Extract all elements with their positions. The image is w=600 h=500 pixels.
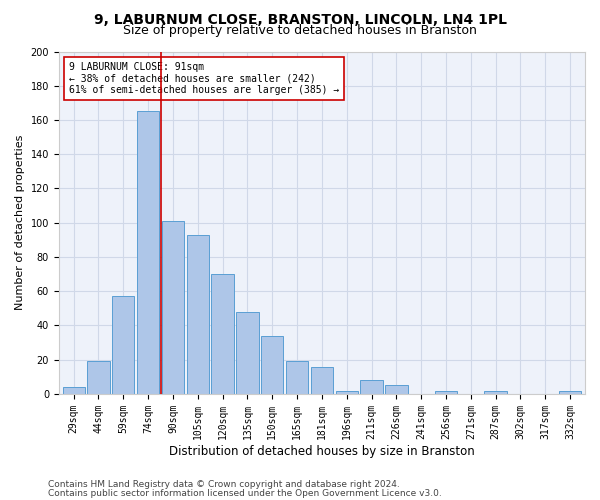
Bar (385, 386, 407, 394)
Bar (286, 362, 308, 394)
Bar (236, 312, 259, 394)
Bar (361, 380, 383, 394)
Bar (62, 387, 85, 394)
Bar (484, 390, 507, 394)
Bar (261, 336, 283, 394)
Text: 9, LABURNUM CLOSE, BRANSTON, LINCOLN, LN4 1PL: 9, LABURNUM CLOSE, BRANSTON, LINCOLN, LN… (94, 12, 506, 26)
Bar (335, 390, 358, 394)
Bar (112, 296, 134, 394)
X-axis label: Distribution of detached houses by size in Branston: Distribution of detached houses by size … (169, 444, 475, 458)
Y-axis label: Number of detached properties: Number of detached properties (15, 135, 25, 310)
Bar (88, 362, 110, 394)
Text: Size of property relative to detached houses in Branston: Size of property relative to detached ho… (123, 24, 477, 37)
Bar (559, 390, 581, 394)
Bar (435, 390, 457, 394)
Bar (162, 221, 184, 394)
Text: Contains public sector information licensed under the Open Government Licence v3: Contains public sector information licen… (48, 489, 442, 498)
Bar (187, 234, 209, 394)
Text: Contains HM Land Registry data © Crown copyright and database right 2024.: Contains HM Land Registry data © Crown c… (48, 480, 400, 489)
Bar (311, 366, 333, 394)
Bar (211, 274, 234, 394)
Bar (137, 112, 160, 394)
Text: 9 LABURNUM CLOSE: 91sqm
← 38% of detached houses are smaller (242)
61% of semi-d: 9 LABURNUM CLOSE: 91sqm ← 38% of detache… (70, 62, 340, 95)
